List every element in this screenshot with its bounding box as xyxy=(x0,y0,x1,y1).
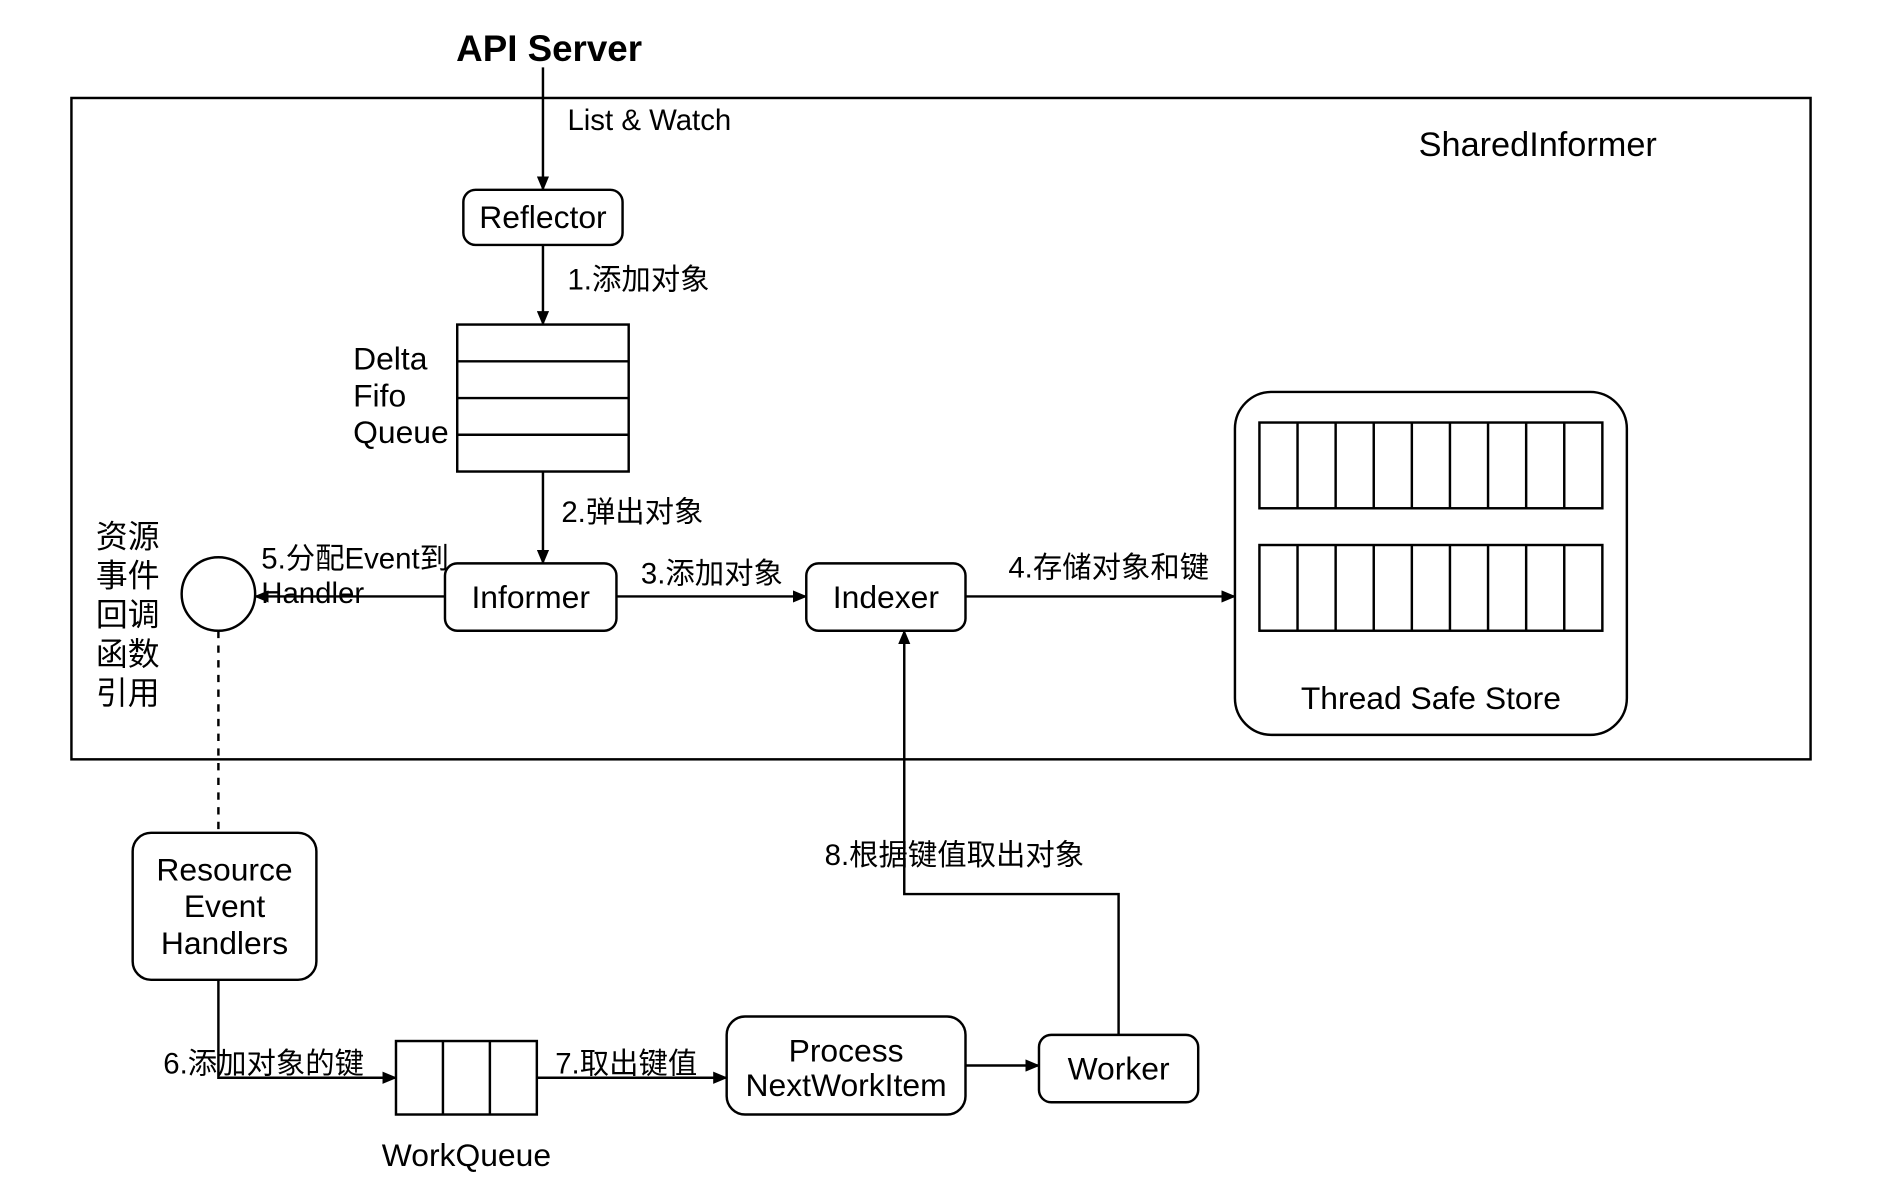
shared-informer-label: SharedInformer xyxy=(1419,126,1657,164)
resource-event-ref-label: 资源 xyxy=(96,518,160,554)
edge-label: 8.根据键值取出对象 xyxy=(825,839,1085,872)
store-grid xyxy=(1259,423,1602,509)
resource-event-ref-label: 事件 xyxy=(96,557,160,593)
edge-label: 5.分配Event到 xyxy=(261,543,449,576)
event-circle xyxy=(182,557,255,630)
edge-label: 7.取出键值 xyxy=(555,1047,697,1080)
resource-event-handlers-label: Resource xyxy=(156,851,292,887)
resource-event-ref-label: 引用 xyxy=(96,675,160,711)
edge-label: 6.添加对象的键 xyxy=(163,1047,364,1080)
resource-event-handlers-label: Handlers xyxy=(161,925,288,961)
delta-fifo-label: Queue xyxy=(353,414,449,450)
resource-event-handlers-label: Event xyxy=(184,888,266,924)
edge-label: List & Watch xyxy=(567,104,731,137)
edge-label: 3.添加对象 xyxy=(641,557,783,590)
workqueue-node xyxy=(396,1041,537,1114)
delta-fifo-label: Fifo xyxy=(353,377,406,413)
edge-label: 2.弹出对象 xyxy=(561,496,703,529)
store-grid xyxy=(1259,545,1602,631)
delta-fifo-label: Delta xyxy=(353,341,428,377)
workqueue-label: WorkQueue xyxy=(382,1137,551,1173)
informer-label: Informer xyxy=(471,579,590,615)
resource-event-ref-label: 函数 xyxy=(96,636,160,672)
edge-label: 4.存储对象和键 xyxy=(1008,551,1209,584)
reflector-label: Reflector xyxy=(479,199,607,235)
edge-label: 1.添加对象 xyxy=(567,263,709,296)
indexer-label: Indexer xyxy=(833,579,940,615)
edge-label: Handler xyxy=(261,577,364,610)
api-server-label: API Server xyxy=(456,28,642,69)
diagram-canvas: SharedInformer API Server Reflector DeltaFi… xyxy=(0,0,1882,1188)
process-next-label: Process xyxy=(789,1033,904,1069)
process-next-label: NextWorkItem xyxy=(746,1067,947,1103)
thread-safe-store-label: Thread Safe Store xyxy=(1301,680,1561,716)
worker-label: Worker xyxy=(1068,1050,1170,1086)
resource-event-ref-label: 回调 xyxy=(96,597,160,633)
